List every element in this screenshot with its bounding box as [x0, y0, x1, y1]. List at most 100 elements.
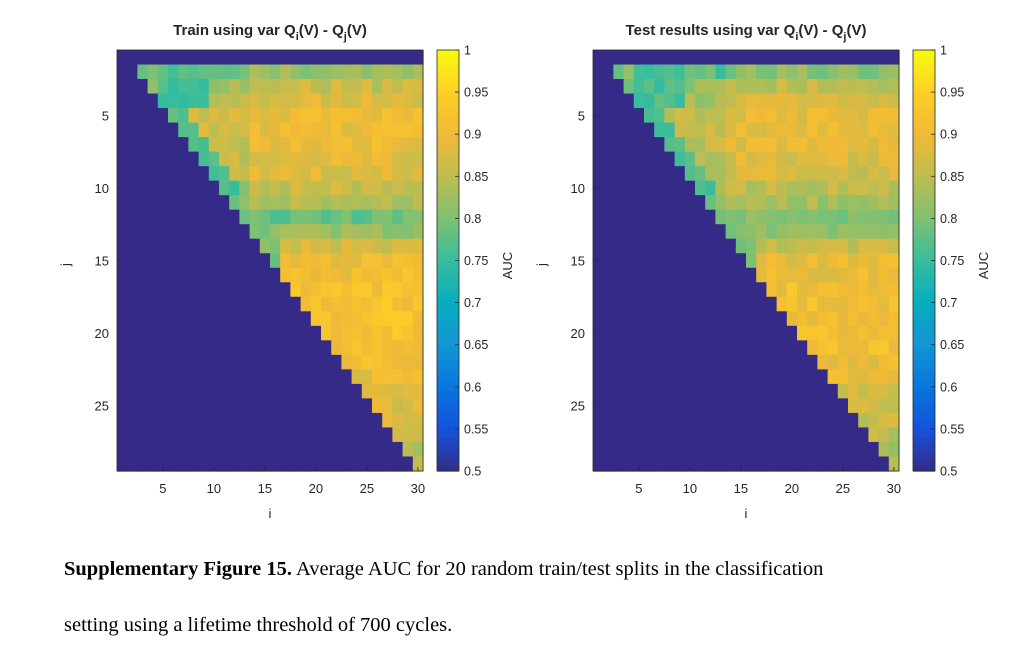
heatmap-cell [412, 311, 424, 327]
heatmap-cell [725, 383, 737, 400]
heatmap-cell [725, 151, 737, 167]
colorbar-segment [437, 56, 459, 64]
heatmap-cell [147, 209, 159, 225]
heatmap-cell [797, 79, 808, 95]
heatmap-cell [593, 267, 604, 283]
heatmap-cell [157, 311, 169, 327]
heatmap-cell [321, 50, 332, 66]
heatmap-cell [412, 79, 424, 95]
heatmap-cell [735, 209, 747, 225]
heatmap-cell [858, 93, 869, 109]
heatmap-cell [117, 441, 128, 458]
heatmap-cell [705, 412, 716, 429]
heatmap-cell [341, 195, 353, 211]
heatmap-cell [848, 296, 859, 312]
heatmap-cell [208, 166, 220, 182]
heatmap-cell [695, 93, 706, 109]
heatmap-cell [331, 137, 342, 153]
heatmap-cell [888, 325, 900, 341]
heatmap-cell [756, 209, 767, 225]
heatmap-cell [878, 340, 890, 356]
heatmap-cell [623, 209, 635, 225]
heatmap-cell [684, 398, 696, 414]
heatmap-cell [341, 137, 353, 153]
heatmap-cell [715, 151, 727, 167]
heatmap-cell [654, 267, 665, 283]
heatmap-cell [300, 64, 312, 80]
heatmap-cell [786, 108, 798, 124]
heatmap-cell [848, 427, 859, 443]
heatmap-cell [219, 79, 230, 95]
colorbar-tick-label: 0.85 [940, 170, 964, 184]
heatmap-cell [827, 209, 839, 225]
heatmap-cell [341, 166, 353, 182]
heatmap-cell [848, 108, 859, 124]
heatmap-cell [654, 93, 665, 109]
colorbar-segment [913, 168, 935, 176]
heatmap-cell [888, 180, 900, 196]
heatmap-cell [300, 398, 312, 414]
heatmap-cell [361, 441, 373, 458]
heatmap-cell [290, 412, 302, 429]
colorbar-tick-label: 0.7 [940, 296, 957, 310]
heatmap-cell [300, 427, 312, 443]
heatmap-cell [878, 79, 890, 95]
heatmap-cell [219, 122, 230, 138]
heatmap-cell [827, 151, 839, 167]
heatmap-cell [735, 224, 747, 240]
heatmap-cell [644, 340, 655, 356]
heatmap-cell [239, 180, 251, 196]
heatmap-cell [300, 253, 312, 269]
heatmap-cell [695, 64, 706, 80]
heatmap-cell [361, 311, 373, 327]
heatmap-cell [868, 398, 880, 414]
heatmap-cell [147, 108, 159, 124]
heatmap-cell [229, 224, 240, 240]
heatmap-cell [868, 195, 880, 211]
heatmap-cell [290, 456, 302, 472]
heatmap-cell [157, 50, 169, 66]
heatmap-cell [735, 427, 747, 443]
colorbar-tick-label: 0.7 [464, 296, 481, 310]
heatmap-cell [858, 151, 869, 167]
colorbar-segment [437, 221, 459, 229]
heatmap-cell [168, 79, 179, 95]
heatmap-cell [593, 296, 604, 312]
heatmap-cell [848, 93, 859, 109]
heatmap-cell [735, 325, 747, 341]
heatmap-cell [208, 354, 220, 370]
heatmap-cell [674, 296, 686, 312]
heatmap-cell [776, 93, 788, 109]
heatmap-cell [695, 441, 706, 458]
heatmap-cell [178, 369, 189, 385]
heatmap-cell [219, 441, 230, 458]
heatmap-cell [157, 238, 169, 254]
heatmap-cell [351, 398, 363, 414]
heatmap-cell [259, 369, 271, 385]
heatmap-cell [715, 108, 727, 124]
heatmap-cell [817, 398, 829, 414]
heatmap-cell [797, 224, 808, 240]
heatmap-cell [746, 137, 757, 153]
heatmap-cell [735, 340, 747, 356]
heatmap-cell [664, 195, 676, 211]
heatmap-cell [168, 224, 179, 240]
heatmap-cell [372, 137, 383, 153]
heatmap-cell [654, 122, 665, 138]
colorbar-segment [437, 438, 459, 446]
heatmap-cell [746, 441, 757, 458]
heatmap-cell [321, 369, 332, 385]
heatmap-cell [361, 64, 373, 80]
heatmap-cell [786, 195, 798, 211]
heatmap-cell [290, 93, 302, 109]
heatmap-cell [290, 224, 302, 240]
heatmap-cell [310, 209, 322, 225]
heatmap-cell [147, 412, 159, 429]
heatmap-cell [259, 238, 271, 254]
heatmap-cell [593, 137, 604, 153]
heatmap-cell [827, 441, 839, 458]
heatmap-cell [613, 108, 625, 124]
heatmap-cell [827, 166, 839, 182]
heatmap-cell [117, 253, 128, 269]
x-axis-label: i [745, 506, 748, 521]
